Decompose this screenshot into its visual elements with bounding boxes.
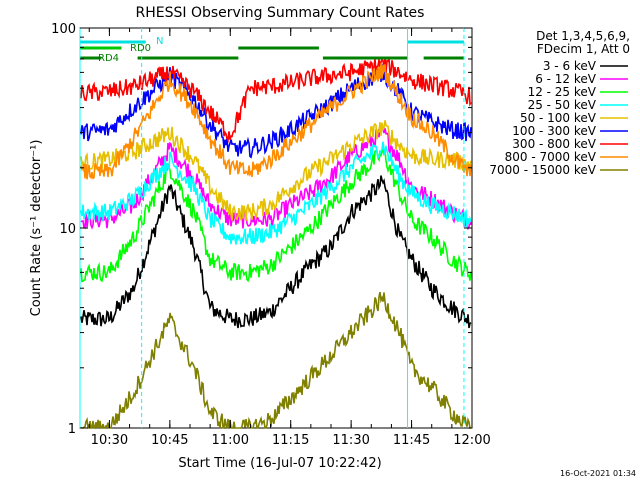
- x-tick-label-11-00: 11:00: [212, 433, 249, 448]
- series-line-300-800-kev: [80, 57, 472, 144]
- series-line-7000-15000-kev: [80, 291, 472, 430]
- legend-label-12-25-kev: 12 - 25 keV: [528, 85, 597, 99]
- legend-header-line-1: Det 1,3,4,5,6,9,: [536, 29, 630, 43]
- series-line-50-100-kev: [80, 120, 472, 221]
- legend-label-100-300-kev: 100 - 300 keV: [512, 124, 596, 138]
- series-line-800-7000-kev: [80, 63, 472, 180]
- x-tick-label-10-30: 10:30: [91, 433, 128, 448]
- series-line-6-12-kev: [80, 125, 472, 231]
- axis-layer: 10:30 10:45 11:00 11:15 11:30 11:45 12:00 1 10 10…: [51, 22, 491, 448]
- series-line-100-300-kev: [80, 64, 472, 159]
- flag-label-rd0: RD0: [130, 43, 151, 54]
- footer-date: 16-Oct-2021 01:34: [560, 469, 636, 478]
- legend-label-3-6-kev: 3 - 6 keV: [543, 59, 597, 73]
- flag-layer: [80, 40, 464, 60]
- x-tick-label-12-00: 12:00: [453, 433, 490, 448]
- legend-label-25-50-kev: 25 - 50 keV: [528, 98, 597, 112]
- y-tick-label-1: 1: [68, 422, 76, 437]
- series-layer: [80, 57, 472, 430]
- series-line-3-6-kev: [80, 175, 472, 329]
- x-tick-label-11-15: 11:15: [272, 433, 309, 448]
- series-line-25-50-kev: [80, 141, 472, 245]
- legend-label-800-7000-kev: 800 - 7000 keV: [505, 150, 597, 164]
- x-tick-label-10-45: 10:45: [151, 433, 188, 448]
- y-axis-label: Count Rate (s⁻¹ detector⁻¹): [29, 140, 44, 317]
- y-tick-label-100: 100: [51, 22, 76, 37]
- x-tick-label-11-45: 11:45: [393, 433, 430, 448]
- legend-label-300-800-kev: 300 - 800 keV: [512, 137, 596, 151]
- legend-label-50-100-kev: 50 - 100 keV: [520, 111, 597, 125]
- series-line-12-25-kev: [80, 145, 472, 283]
- flag-label-n: N: [156, 36, 163, 47]
- chart-title: RHESSI Observing Summary Count Rates: [136, 5, 425, 21]
- flag-label-rd4: RD4: [98, 53, 119, 64]
- legend-header-line-2: FDecim 1, Att 0: [537, 42, 630, 56]
- legend-label-7000-15000-kev: 7000 - 15000 keV: [489, 163, 596, 177]
- y-tick-label-10: 10: [59, 222, 76, 237]
- x-axis-label: Start Time (16-Jul-07 10:22:42): [178, 456, 381, 471]
- legend-label-6-12-kev: 6 - 12 keV: [535, 72, 597, 86]
- x-tick-label-11-30: 11:30: [332, 433, 369, 448]
